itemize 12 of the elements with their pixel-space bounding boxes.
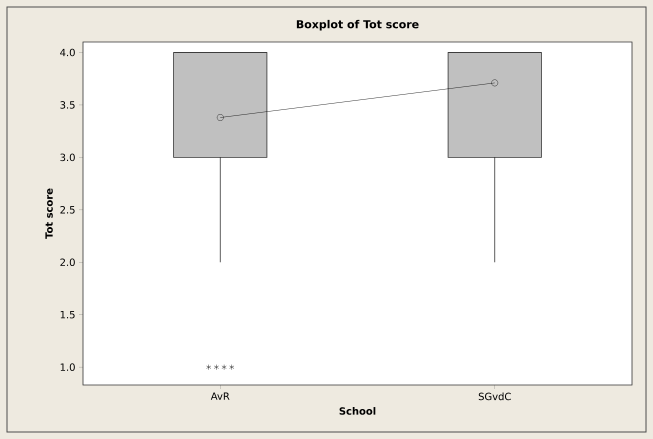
chart-title: Boxplot of Tot score — [296, 20, 419, 30]
y-tick-label: 4.0 — [60, 48, 75, 56]
y-tick-label: 3.5 — [60, 101, 75, 109]
x-tick-label: SGvdC — [478, 392, 511, 400]
y-tick-label: 1.5 — [60, 311, 75, 318]
x-axis-title: School — [340, 407, 376, 415]
y-tick-label: 1.0 — [60, 363, 75, 371]
y-tick-label: 2.5 — [60, 206, 75, 214]
y-tick-label: 2.0 — [60, 258, 75, 266]
x-tick-label: AvR — [210, 392, 230, 400]
y-tick-label: 3.0 — [60, 154, 75, 162]
y-axis-title: Tot score — [45, 188, 53, 239]
